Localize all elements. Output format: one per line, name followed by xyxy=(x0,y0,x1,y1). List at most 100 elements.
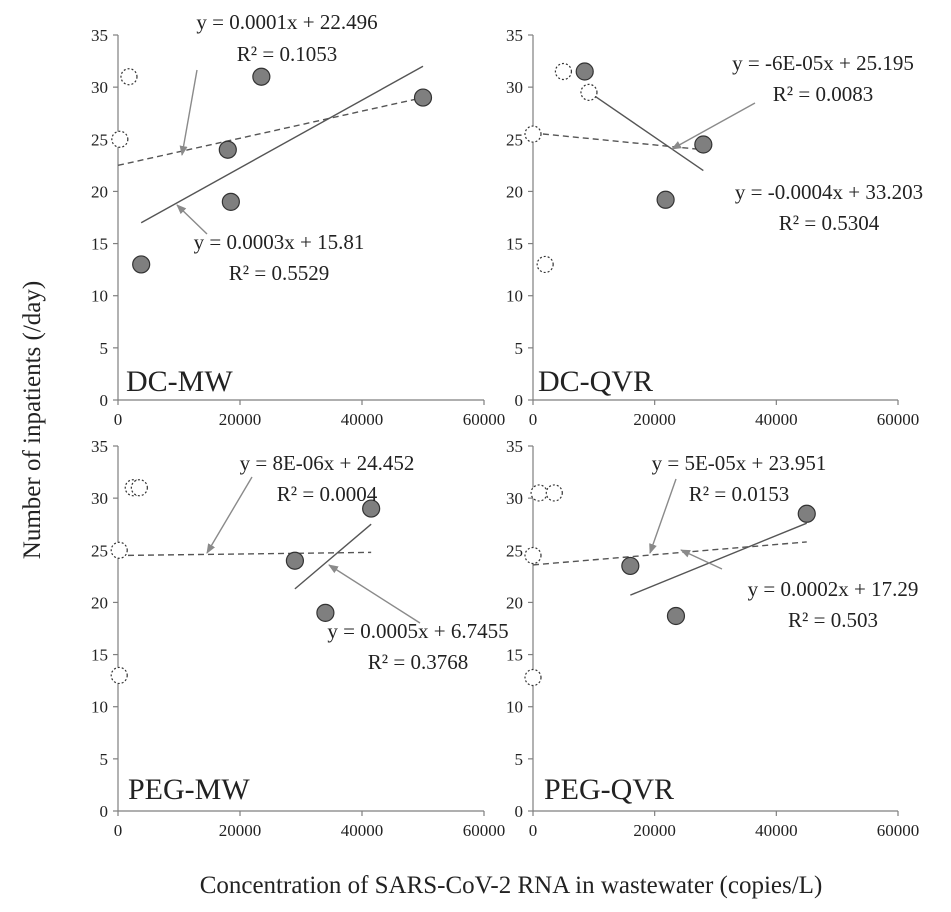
filled-data-point xyxy=(218,140,237,159)
y-tick-label: 35 xyxy=(91,26,108,45)
open-data-point xyxy=(530,484,548,502)
regression-equation: y = 0.0002x + 17.29 xyxy=(748,577,919,601)
y-tick-label: 10 xyxy=(506,287,523,306)
x-tick-label: 20000 xyxy=(219,821,262,840)
y-tick-label: 25 xyxy=(506,541,523,560)
x-tick-label: 60000 xyxy=(877,410,920,429)
annotation-arrow xyxy=(680,549,723,570)
y-tick-label: 30 xyxy=(91,78,108,97)
x-axis-title: Concentration of SARS-CoV-2 RNA in waste… xyxy=(200,872,823,899)
y-tick-label: 25 xyxy=(91,541,108,560)
annotation-arrow xyxy=(649,478,677,554)
panel-dc-mw: 0 5 10 15 20 25 30 35 0 20000 40000 60000 y = 0.0001… xyxy=(91,10,505,429)
y-tick-label: 5 xyxy=(100,339,109,358)
y-tick-label: 15 xyxy=(91,646,108,665)
x-tick-label: 0 xyxy=(529,410,538,429)
y-axis-title: Number of inpatients (/day) xyxy=(19,281,46,559)
y-tick-label: 15 xyxy=(91,235,108,254)
filled-data-point xyxy=(575,62,594,81)
annotation-arrow xyxy=(176,204,208,235)
x-tick-label: 60000 xyxy=(463,410,506,429)
dashed-trendline xyxy=(532,541,807,566)
regression-equation: y = 0.0001x + 22.496 xyxy=(196,10,377,34)
y-tick-label: 0 xyxy=(515,391,524,410)
open-data-point xyxy=(110,666,128,685)
open-data-point xyxy=(580,83,598,101)
filled-data-point xyxy=(252,67,271,86)
open-data-point xyxy=(554,62,573,81)
panel-label: PEG-MW xyxy=(128,773,250,806)
y-tick-label: 0 xyxy=(100,391,109,410)
regression-equation: y = 0.0003x + 15.81 xyxy=(194,230,365,254)
open-data-point xyxy=(110,541,128,559)
x-tick-label: 40000 xyxy=(755,410,798,429)
annotation-arrow xyxy=(328,564,421,624)
dashed-trendline xyxy=(117,551,372,557)
y-tick-label: 10 xyxy=(91,698,108,717)
x-tick-label: 0 xyxy=(529,821,538,840)
y-tick-label: 20 xyxy=(506,182,523,201)
panel-peg-qvr: 0 5 10 15 20 25 30 35 0 20000 40000 60000 y = 5E-05x… xyxy=(506,437,919,840)
y-tick-label: 5 xyxy=(515,750,524,769)
x-tick-label: 20000 xyxy=(219,410,262,429)
filled-data-point xyxy=(316,603,335,622)
regression-equation: y = 8E-06x + 24.452 xyxy=(240,451,415,475)
panel-label: DC-QVR xyxy=(538,365,653,398)
solid-trendline xyxy=(140,65,424,224)
y-tick-label: 30 xyxy=(506,489,523,508)
panel-label: PEG-QVR xyxy=(544,773,674,806)
filled-data-point xyxy=(797,504,816,523)
panel-peg-mw: 0 5 10 15 20 25 30 35 0 20000 40000 60000 y = 8E-06x… xyxy=(91,437,509,840)
filled-data-point xyxy=(285,551,304,570)
y-tick-label: 10 xyxy=(91,287,108,306)
x-tick-label: 40000 xyxy=(341,821,384,840)
regression-equation: y = 0.0005x + 6.7455 xyxy=(327,619,508,643)
r-squared-label: R² = 0.1053 xyxy=(237,42,337,66)
r-squared-label: R² = 0.5529 xyxy=(229,261,329,285)
filled-data-point xyxy=(221,192,240,211)
y-tick-label: 20 xyxy=(506,593,523,612)
y-tick-label: 5 xyxy=(100,750,109,769)
y-tick-label: 15 xyxy=(506,646,523,665)
x-tick-label: 60000 xyxy=(877,821,920,840)
solid-trendline xyxy=(294,523,372,590)
y-tick-label: 5 xyxy=(515,339,524,358)
filled-data-point xyxy=(362,499,381,518)
filled-data-point xyxy=(656,190,675,209)
filled-data-point xyxy=(132,255,151,274)
y-tick-label: 0 xyxy=(100,802,109,821)
y-tick-label: 35 xyxy=(506,437,523,456)
open-data-point xyxy=(120,68,138,86)
y-tick-label: 25 xyxy=(506,130,523,149)
filled-data-point xyxy=(621,556,640,576)
annotation-arrow xyxy=(206,476,253,554)
open-data-point xyxy=(130,479,148,497)
r-squared-label: R² = 0.503 xyxy=(788,608,878,632)
solid-trendline xyxy=(630,522,808,596)
open-data-point xyxy=(524,546,542,565)
r-squared-label: R² = 0.5304 xyxy=(779,211,880,235)
y-tick-label: 35 xyxy=(91,437,108,456)
regression-equation: y = 5E-05x + 23.951 xyxy=(652,451,827,475)
y-tick-label: 20 xyxy=(91,593,108,612)
y-tick-label: 35 xyxy=(506,26,523,45)
regression-equation: y = -6E-05x + 25.195 xyxy=(732,51,914,75)
x-tick-label: 0 xyxy=(114,821,123,840)
filled-data-point xyxy=(666,606,686,626)
solid-trendline xyxy=(584,88,704,172)
open-data-point xyxy=(536,255,554,274)
y-tick-label: 30 xyxy=(91,489,108,508)
y-tick-label: 10 xyxy=(506,698,523,717)
dashed-trendline xyxy=(532,132,704,151)
y-tick-label: 0 xyxy=(515,802,524,821)
y-tick-label: 15 xyxy=(506,235,523,254)
regression-equation: y = -0.0004x + 33.203 xyxy=(735,180,923,204)
open-data-point xyxy=(524,125,542,143)
open-data-point xyxy=(111,130,129,148)
r-squared-label: R² = 0.0083 xyxy=(773,82,873,106)
dashed-trendline xyxy=(117,96,424,167)
x-tick-label: 20000 xyxy=(633,821,676,840)
filled-data-point xyxy=(694,135,713,154)
